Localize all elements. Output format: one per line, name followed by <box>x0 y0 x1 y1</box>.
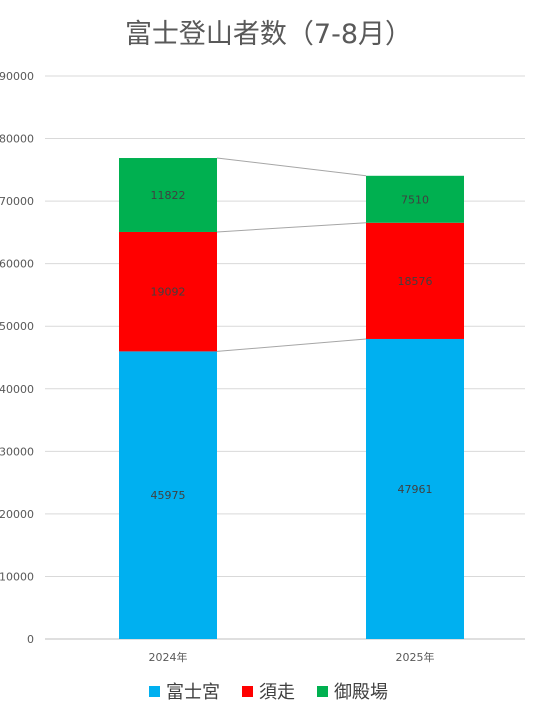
bar-segment <box>366 175 464 223</box>
legend-label-subashiri: 須走 <box>259 682 295 703</box>
legend-label-fujinomiya: 富士宮 <box>166 682 220 703</box>
y-tick-label: 0 <box>27 633 34 646</box>
y-tick-label: 60000 <box>0 258 34 271</box>
data-label: 18576 <box>398 275 433 288</box>
chart-title: 富士登山者数（7-8月） <box>124 19 413 50</box>
y-tick-label: 40000 <box>0 383 34 396</box>
legend-item-subashiri: 須走 <box>242 678 295 704</box>
legend-swatch-gotemba <box>317 685 328 697</box>
bar-segment <box>366 222 464 339</box>
bar-segment <box>119 351 217 639</box>
legend-swatch-subashiri <box>242 685 253 697</box>
bar-segment <box>119 231 217 352</box>
legend-swatch-fujinomiya <box>149 685 160 697</box>
data-label: 45975 <box>151 489 186 502</box>
legend: 富士宮 須走 御殿場 <box>0 678 537 704</box>
y-tick-label: 90000 <box>0 70 34 83</box>
data-label: 11822 <box>151 189 186 202</box>
data-label: 7510 <box>401 193 429 206</box>
bar-segment <box>119 158 217 232</box>
bar-segment <box>366 338 464 639</box>
series-line <box>216 338 367 352</box>
y-tick-label: 30000 <box>0 445 34 458</box>
y-tick-label: 70000 <box>0 195 34 208</box>
x-tick-label: 2024年 <box>149 650 188 664</box>
legend-item-gotemba: 御殿場 <box>317 678 388 704</box>
y-tick-label: 50000 <box>0 320 34 333</box>
y-tick-label: 80000 <box>0 133 34 146</box>
series-line <box>216 157 367 177</box>
y-tick-label: 10000 <box>0 570 34 583</box>
x-tick-label: 2025年 <box>396 650 435 664</box>
series-line <box>216 222 367 233</box>
data-label: 19092 <box>151 286 186 299</box>
data-label: 47961 <box>398 483 433 496</box>
legend-label-gotemba: 御殿場 <box>334 682 388 703</box>
y-tick-label: 20000 <box>0 508 34 521</box>
legend-item-fujinomiya: 富士宮 <box>149 678 220 704</box>
